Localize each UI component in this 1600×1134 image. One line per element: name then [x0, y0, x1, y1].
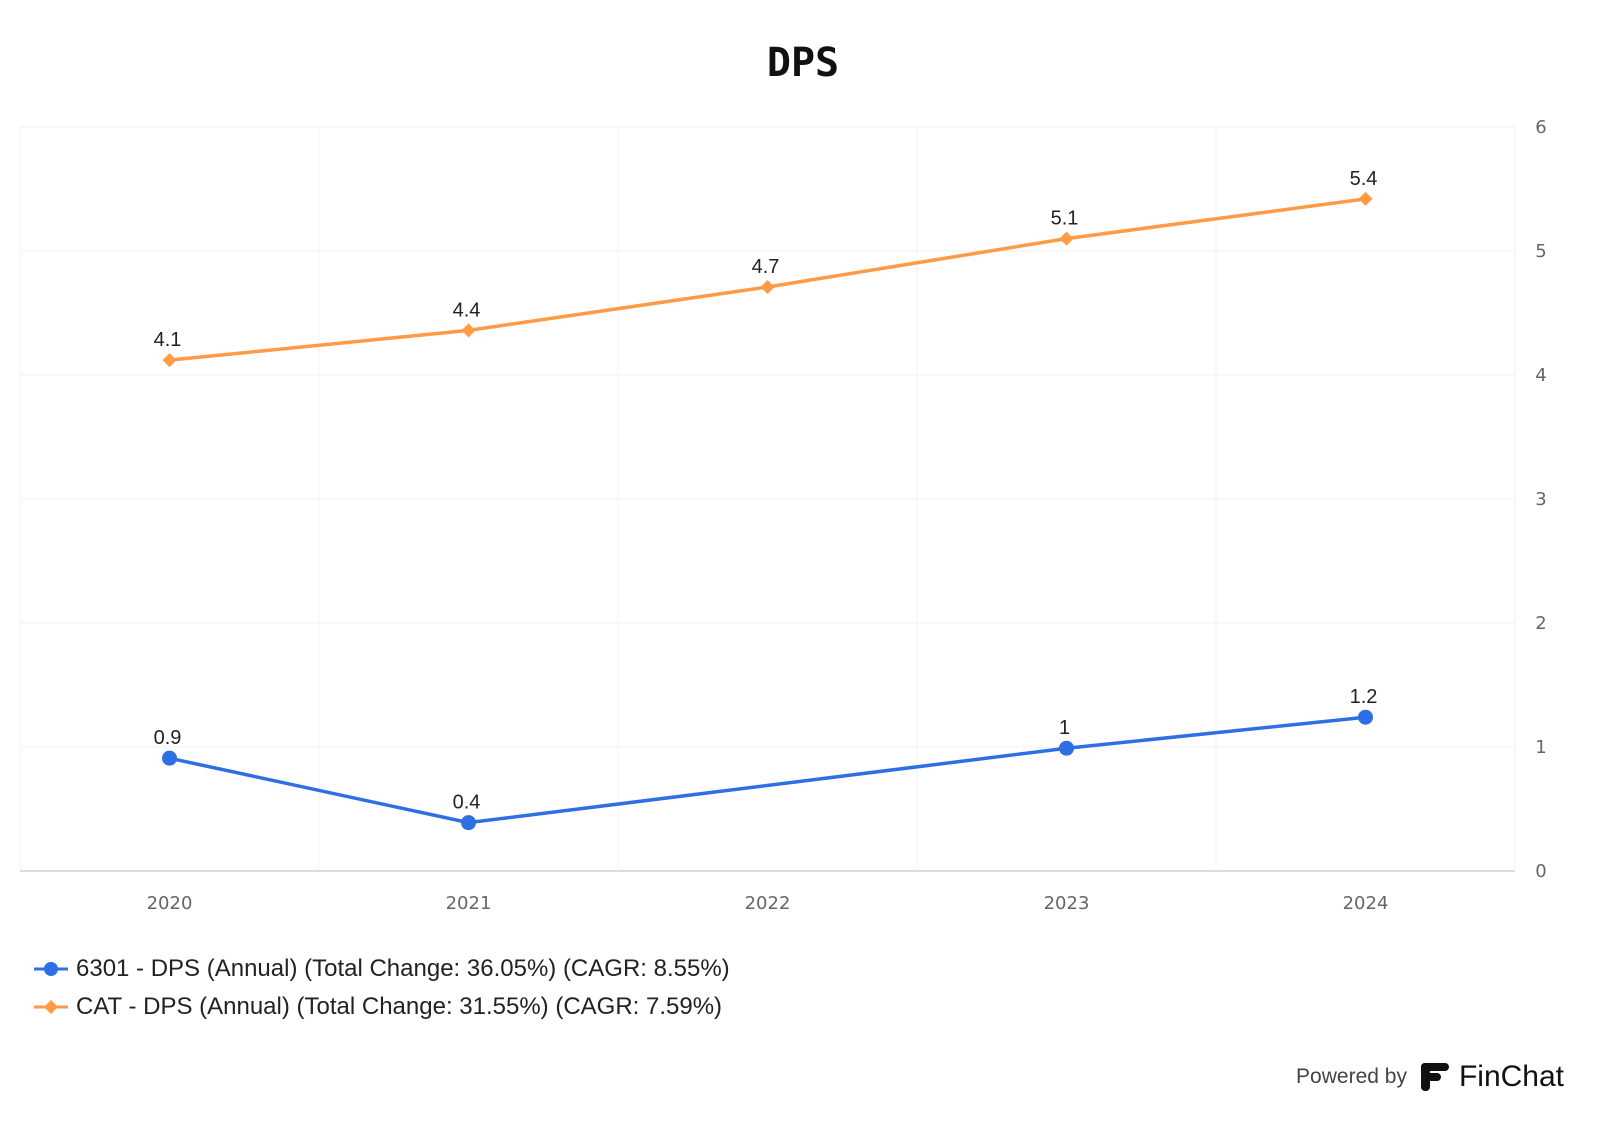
data-point[interactable]: [1358, 191, 1373, 206]
finchat-logo-icon: [1420, 1063, 1449, 1091]
data-label: 0.4: [453, 792, 481, 814]
series-line-0: [169, 715, 1366, 825]
series-1: 4.1 4.4 4.7 5.1 5.4: [154, 168, 1378, 368]
x-tick-label: 2022: [745, 893, 791, 914]
data-label: 4.7: [752, 256, 780, 278]
data-point[interactable]: [162, 750, 177, 766]
y-axis: 0 1 2 3 4 5 6: [1535, 117, 1546, 882]
y-tick-label: 6: [1535, 117, 1546, 138]
y-tick-label: 5: [1535, 241, 1546, 262]
y-tick-label: 1: [1535, 737, 1546, 758]
x-tick-label: 2021: [446, 893, 492, 914]
data-point[interactable]: [461, 323, 476, 338]
x-axis: 2020 2021 2022 2023 2024: [147, 893, 1389, 914]
series-layer: 0.9 0.4 1 1.2 4.1 4.4 4.7 5.1 5.4: [154, 168, 1378, 831]
legend-item-cat[interactable]: CAT - DPS (Annual) (Total Change: 31.55%…: [34, 988, 730, 1026]
data-label: 5.4: [1350, 168, 1378, 190]
data-point[interactable]: [1059, 231, 1074, 246]
y-tick-label: 3: [1535, 489, 1546, 510]
legend: 6301 - DPS (Annual) (Total Change: 36.05…: [34, 950, 730, 1026]
data-point[interactable]: [1059, 740, 1074, 756]
data-label: 1: [1059, 717, 1070, 739]
data-point[interactable]: [461, 815, 476, 831]
x-tick-label: 2023: [1044, 893, 1090, 914]
series-0: 0.9 0.4 1 1.2: [154, 686, 1378, 831]
data-label: 5.1: [1051, 208, 1079, 230]
data-label: 1.2: [1350, 686, 1378, 708]
powered-by-text: Powered by: [1296, 1065, 1407, 1088]
data-point[interactable]: [1358, 709, 1373, 725]
legend-swatch-circle: [34, 962, 68, 976]
y-tick-label: 0: [1535, 861, 1546, 882]
y-tick-label: 4: [1535, 365, 1546, 386]
x-tick-label: 2024: [1343, 893, 1389, 914]
data-label: 4.4: [453, 299, 481, 321]
data-label: 4.1: [154, 329, 182, 351]
grid: [19, 126, 1516, 872]
data-point[interactable]: [760, 279, 775, 294]
x-tick-label: 2020: [147, 893, 193, 914]
data-label: 0.9: [154, 727, 182, 749]
legend-item-6301[interactable]: 6301 - DPS (Annual) (Total Change: 36.05…: [34, 950, 730, 988]
data-point[interactable]: [162, 353, 177, 368]
legend-label-6301: 6301 - DPS (Annual) (Total Change: 36.05…: [76, 955, 730, 982]
brand-name: FinChat: [1458, 1060, 1564, 1093]
powered-by[interactable]: Powered by FinChat: [1296, 1060, 1564, 1094]
legend-swatch-diamond: [34, 1000, 68, 1014]
legend-label-cat: CAT - DPS (Annual) (Total Change: 31.55%…: [76, 993, 723, 1020]
y-tick-label: 2: [1535, 613, 1546, 634]
series-line-1: [169, 197, 1366, 362]
chart-title: DPS: [767, 40, 839, 86]
